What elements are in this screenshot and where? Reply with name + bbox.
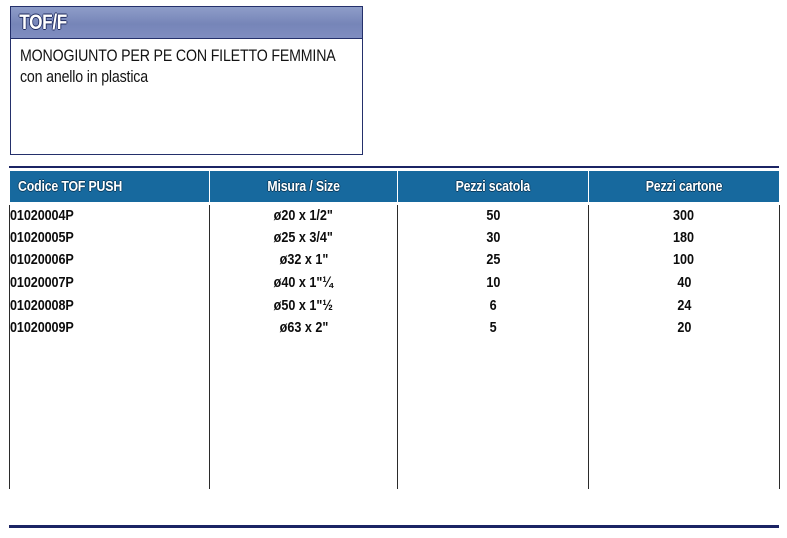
cell-code-text: 01020006P (10, 251, 74, 269)
column-header-code: Codice TOF PUSH (9, 168, 210, 205)
cell-size: ø25 x 3/4" (209, 226, 398, 249)
cell-pieces-per-box-text: 5 (489, 319, 497, 337)
cell-pieces-per-box: 25 (397, 248, 589, 272)
cell-size: ø50 x 1"½ (209, 293, 398, 317)
product-description-secondary: con anello in plastica (20, 67, 148, 86)
cell-code-text: 01020008P (10, 296, 74, 314)
cell-size: ø63 x 2" (209, 316, 398, 340)
column-header-pieces-per-box-label: Pezzi scatola (455, 178, 531, 195)
cell-size-text: ø63 x 2" (279, 319, 328, 337)
cell-pieces-per-box-text: 10 (485, 274, 501, 292)
cell-pieces-per-carton: 20 (588, 316, 780, 340)
cell-pieces-per-box-text: 30 (485, 228, 501, 246)
cell-empty (397, 339, 589, 490)
table-row: 01020009P ø63 x 2" 5 20 (9, 316, 780, 340)
table-header: Codice TOF PUSH Misura / Size Pezzi scat… (9, 168, 780, 205)
cell-code-text: 01020005P (10, 228, 74, 246)
cell-pieces-per-carton: 180 (588, 226, 780, 249)
specification-table: Codice TOF PUSH Misura / Size Pezzi scat… (9, 168, 780, 490)
table-empty-space (9, 339, 780, 490)
cell-pieces-per-box-text: 6 (489, 296, 497, 314)
cell-empty (9, 339, 210, 490)
table-row: 01020004P ø20 x 1/2" 50 300 (9, 203, 780, 227)
column-header-size-label: Misura / Size (267, 178, 340, 195)
cell-size: ø20 x 1/2" (209, 203, 398, 227)
product-description-primary: MONOGIUNTO PER PE CON FILETTO FEMMINA (20, 47, 336, 65)
cell-pieces-per-box-text: 50 (485, 207, 501, 225)
cell-pieces-per-box: 6 (397, 293, 589, 317)
cell-empty (209, 339, 398, 490)
specification-table-container: Codice TOF PUSH Misura / Size Pezzi scat… (9, 166, 780, 528)
cell-code: 01020008P (9, 293, 210, 317)
cell-pieces-per-box: 10 (397, 271, 589, 294)
column-header-pieces-per-box: Pezzi scatola (397, 168, 589, 205)
cell-pieces-per-carton-text: 40 (676, 274, 692, 292)
cell-size: ø40 x 1"¼ (209, 271, 398, 294)
cell-size-text: ø25 x 3/4" (273, 228, 334, 246)
cell-pieces-per-box-text: 25 (485, 251, 501, 269)
cell-size: ø32 x 1" (209, 248, 398, 272)
cell-empty (588, 339, 780, 490)
product-description-block: MONOGIUNTO PER PE CON FILETTO FEMMINA co… (11, 39, 362, 88)
cell-size-text: ø20 x 1/2" (273, 207, 334, 225)
product-title-card: TOF/F MONOGIUNTO PER PE CON FILETTO FEMM… (10, 6, 363, 155)
column-header-pieces-per-carton-label: Pezzi cartone (645, 178, 723, 195)
table-row: 01020006P ø32 x 1" 25 100 (9, 248, 780, 272)
cell-pieces-per-carton-text: 300 (673, 207, 695, 225)
cell-pieces-per-carton-text: 100 (673, 251, 695, 269)
cell-code: 01020009P (9, 316, 210, 340)
table-row: 01020005P ø25 x 3/4" 30 180 (9, 226, 780, 249)
cell-code: 01020006P (9, 248, 210, 272)
cell-code: 01020005P (9, 226, 210, 249)
cell-pieces-per-box: 5 (397, 316, 589, 340)
cell-pieces-per-carton-text: 24 (676, 296, 692, 314)
cell-pieces-per-carton: 300 (588, 203, 780, 227)
cell-code: 01020007P (9, 271, 210, 294)
cell-pieces-per-carton: 24 (588, 293, 780, 317)
cell-pieces-per-box: 50 (397, 203, 589, 227)
table-row: 01020008P ø50 x 1"½ 6 24 (9, 293, 780, 317)
cell-size-text: ø32 x 1" (279, 251, 328, 269)
cell-size-text: ø40 x 1"¼ (273, 274, 334, 292)
cell-pieces-per-carton-text: 20 (676, 319, 692, 337)
column-header-size: Misura / Size (209, 168, 398, 205)
product-code-bar: TOF/F (11, 7, 362, 39)
cell-pieces-per-carton: 40 (588, 271, 780, 294)
cell-code-text: 01020009P (10, 319, 74, 337)
cell-code-text: 01020004P (10, 207, 74, 225)
column-header-code-label: Codice TOF PUSH (18, 178, 123, 195)
column-header-pieces-per-carton: Pezzi cartone (588, 168, 780, 205)
table-header-row: Codice TOF PUSH Misura / Size Pezzi scat… (9, 168, 780, 205)
table-row: 01020007P ø40 x 1"¼ 10 40 (9, 271, 780, 294)
cell-pieces-per-box: 30 (397, 226, 589, 249)
cell-code: 01020004P (9, 203, 210, 227)
cell-pieces-per-carton-text: 180 (673, 228, 695, 246)
product-code-title: TOF/F (19, 11, 67, 34)
cell-code-text: 01020007P (10, 274, 74, 292)
table-body: 01020004P ø20 x 1/2" 50 300 01020005P ø2… (9, 203, 780, 490)
cell-size-text: ø50 x 1"½ (273, 296, 334, 314)
cell-pieces-per-carton: 100 (588, 248, 780, 272)
